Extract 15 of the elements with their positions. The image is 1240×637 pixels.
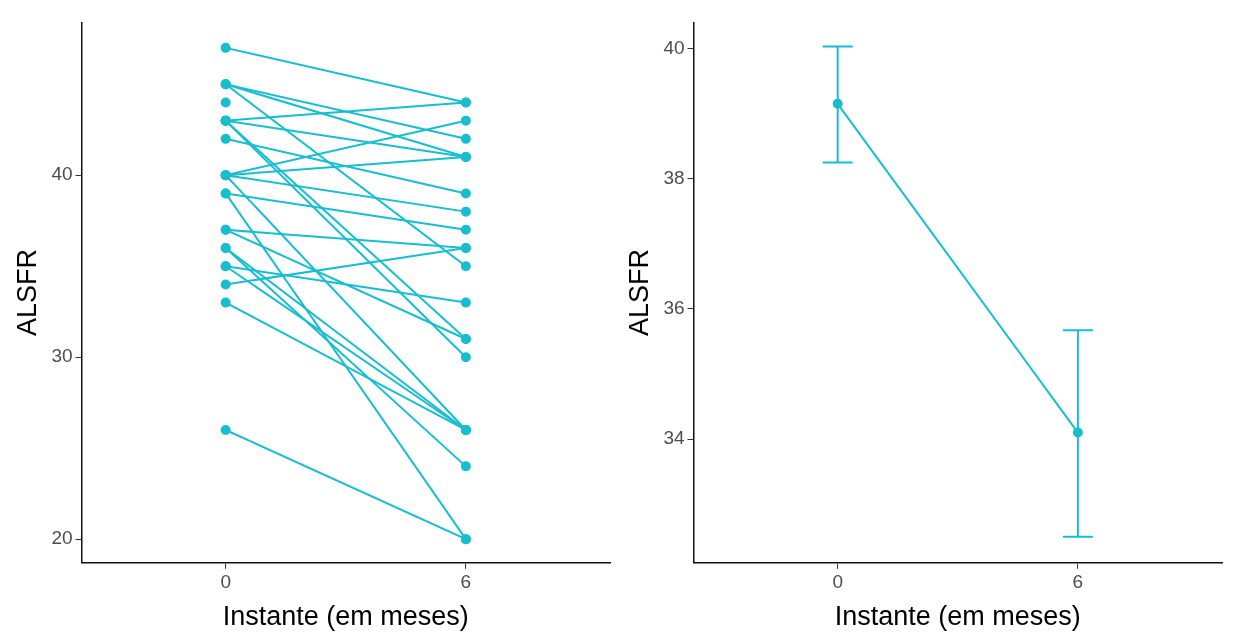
y-tick-label: 34: [663, 427, 685, 449]
x-tick-label: 6: [460, 571, 472, 593]
y-tick-label: 38: [663, 166, 685, 188]
x-tick-label: 6: [1072, 571, 1084, 593]
y-axis-title: ALSFR: [623, 249, 654, 337]
x-axis-title: Instante (em meses): [222, 601, 469, 632]
y-tick-label: 36: [663, 297, 685, 319]
y-tick-label: 20: [51, 527, 73, 549]
x-axis-title: Instante (em meses): [834, 601, 1081, 632]
y-tick-label: 40: [663, 36, 685, 58]
y-axis-title: ALSFR: [11, 249, 42, 337]
x-tick-label: 0: [832, 571, 843, 593]
x-tick-label: 0: [220, 571, 231, 593]
y-tick-label: 40: [51, 163, 73, 185]
y-tick-label: 30: [51, 345, 73, 367]
